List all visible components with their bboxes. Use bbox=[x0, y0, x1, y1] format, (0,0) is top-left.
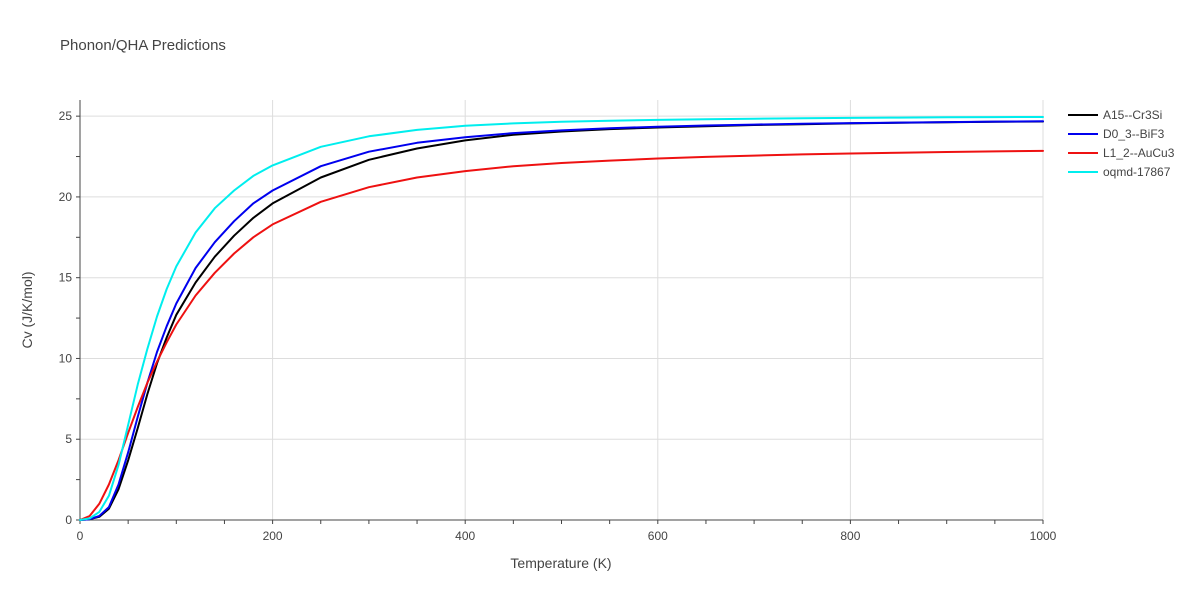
y-tick-label: 0 bbox=[65, 513, 72, 527]
y-tick-label: 25 bbox=[59, 109, 73, 123]
chart-title: Phonon/QHA Predictions bbox=[60, 37, 226, 54]
grid bbox=[80, 100, 1044, 520]
y-tick-label: 5 bbox=[65, 432, 72, 446]
x-tick-label: 800 bbox=[840, 529, 860, 543]
legend-item[interactable]: D0_3--BiF3 bbox=[1068, 127, 1165, 141]
series-line[interactable] bbox=[79, 149, 1044, 521]
legend-label: L1_2--AuCu3 bbox=[1103, 146, 1175, 160]
axes: 0 200 400 600 800 1000 0 5 10 15 20 25 bbox=[59, 100, 1057, 543]
legend-label: A15--Cr3Si bbox=[1103, 108, 1162, 122]
series-line[interactable] bbox=[79, 120, 1044, 521]
legend-label: oqmd-17867 bbox=[1103, 165, 1171, 179]
legend-item[interactable]: oqmd-17867 bbox=[1068, 165, 1171, 179]
legend-item[interactable]: L1_2--AuCu3 bbox=[1068, 146, 1175, 160]
y-tick-label: 20 bbox=[59, 190, 73, 204]
x-tick-label: 400 bbox=[455, 529, 475, 543]
legend-item[interactable]: A15--Cr3Si bbox=[1068, 108, 1162, 122]
x-tick-label: 200 bbox=[263, 529, 283, 543]
y-tick-label: 15 bbox=[59, 271, 73, 285]
legend[interactable]: A15--Cr3Si D0_3--BiF3 L1_2--AuCu3 oqmd-1786… bbox=[1068, 108, 1175, 179]
x-axis-title: Temperature (K) bbox=[510, 555, 611, 571]
x-tick-label: 0 bbox=[77, 529, 84, 543]
x-tick-label: 1000 bbox=[1030, 529, 1057, 543]
x-tick-label: 600 bbox=[648, 529, 668, 543]
series-line[interactable] bbox=[79, 116, 1044, 521]
y-tick-label: 10 bbox=[59, 351, 73, 365]
legend-label: D0_3--BiF3 bbox=[1103, 127, 1165, 141]
series-line[interactable] bbox=[79, 120, 1044, 521]
series-lines bbox=[79, 116, 1044, 521]
y-axis-title: Cv (J/K/mol) bbox=[19, 272, 35, 349]
